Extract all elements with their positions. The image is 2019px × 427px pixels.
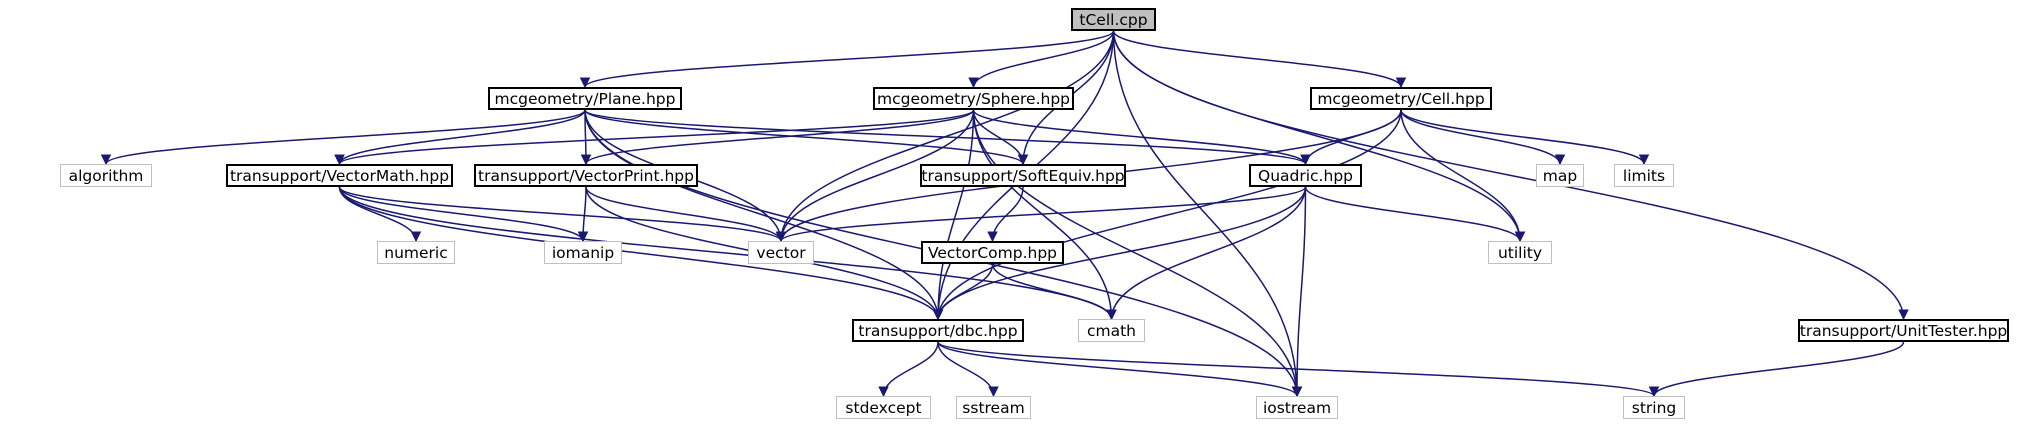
edge-vectorcomp-to-cmath: [991, 263, 1117, 321]
node-vectormath-hpp[interactable]: transupport/VectorMath.hpp: [226, 164, 453, 187]
edge-sphere-to-vectorprint: [580, 109, 975, 166]
node-vector[interactable]: vector: [748, 241, 814, 264]
node-dbc-hpp[interactable]: transupport/dbc.hpp: [852, 319, 1024, 342]
node-tcell-cpp[interactable]: tCell.cpp: [1071, 8, 1156, 31]
edge-cell-to-map: [1400, 109, 1566, 166]
edge-vectorprint-to-iomanip: [577, 186, 589, 243]
node-vectorcomp-hpp[interactable]: VectorComp.hpp: [921, 241, 1064, 264]
edge-sphere-to-vector: [775, 109, 975, 243]
node-limits[interactable]: limits: [1614, 164, 1674, 187]
edge-tcell-to-iostream: [1112, 30, 1303, 398]
node-string[interactable]: string: [1623, 396, 1685, 419]
edge-plane-to-softequiv: [584, 109, 1029, 166]
edge-vectormath-to-iomanip: [338, 186, 589, 243]
node-cmath[interactable]: cmath: [1078, 319, 1145, 342]
edge-sphere-to-softequiv: [972, 109, 1029, 166]
edge-sphere-to-vectormath: [334, 109, 975, 166]
edge-dbc-to-stdexcept: [878, 341, 939, 398]
edge-quadric-to-cmath: [1106, 186, 1307, 321]
edge-tcell-to-plane: [579, 30, 1115, 89]
node-cell-hpp[interactable]: mcgeometry/Cell.hpp: [1310, 87, 1492, 110]
edge-plane-to-vectormath: [334, 109, 586, 166]
node-iostream[interactable]: iostream: [1256, 396, 1338, 419]
edge-quadric-to-vector: [775, 186, 1307, 243]
edge-softequiv-to-vectorcomp: [987, 186, 1024, 243]
edge-tcell-to-unittester: [1112, 30, 1909, 321]
node-vectorprint-hpp[interactable]: transupport/VectorPrint.hpp: [474, 164, 698, 187]
edge-dbc-to-iostream: [937, 341, 1303, 398]
node-softequiv-hpp[interactable]: transupport/SoftEquiv.hpp: [920, 164, 1126, 187]
node-iomanip[interactable]: iomanip: [544, 241, 622, 264]
node-numeric[interactable]: numeric: [377, 241, 455, 264]
edge-tcell-to-sphere: [968, 30, 1115, 89]
edge-cell-to-limits: [1400, 109, 1650, 166]
node-quadric-hpp[interactable]: Quadric.hpp: [1249, 164, 1362, 187]
node-plane-hpp[interactable]: mcgeometry/Plane.hpp: [488, 87, 682, 110]
edge-quadric-to-iostream: [1291, 186, 1307, 398]
edge-unittester-to-string: [1648, 341, 1905, 398]
edge-sphere-to-iostream: [972, 109, 1303, 398]
edge-dbc-to-sstream: [937, 341, 999, 398]
edge-tcell-to-cell: [1112, 30, 1407, 89]
node-sstream[interactable]: sstream: [956, 396, 1031, 419]
edge-cell-to-dbc: [932, 109, 1402, 321]
edge-vectorprint-to-vector: [585, 186, 787, 243]
edge-tcell-to-vector: [775, 30, 1115, 243]
edge-plane-to-quadric: [584, 109, 1311, 166]
edge-sphere-to-dbc: [932, 109, 975, 321]
node-utility[interactable]: utility: [1488, 241, 1552, 264]
node-algorithm[interactable]: algorithm: [60, 164, 152, 187]
node-sphere-hpp[interactable]: mcgeometry/Sphere.hpp: [873, 87, 1074, 110]
edge-vectormath-to-dbc: [338, 186, 944, 321]
edge-dbc-to-string: [937, 341, 1659, 398]
edge-vectormath-to-vector: [338, 186, 787, 243]
node-map[interactable]: map: [1536, 164, 1584, 187]
node-stdexcept[interactable]: stdexcept: [836, 396, 931, 419]
edge-cell-to-utility: [1400, 109, 1526, 243]
edge-tcell-to-utility: [1112, 30, 1526, 243]
edge-plane-to-dbc: [584, 109, 944, 321]
edge-sphere-to-quadric: [972, 109, 1311, 166]
edge-plane-to-algorithm: [100, 109, 586, 166]
node-unittester-hpp[interactable]: transupport/UnitTester.hpp: [1798, 319, 2009, 342]
edge-quadric-to-utility: [1304, 186, 1526, 243]
edge-vectorcomp-to-dbc: [932, 263, 994, 321]
